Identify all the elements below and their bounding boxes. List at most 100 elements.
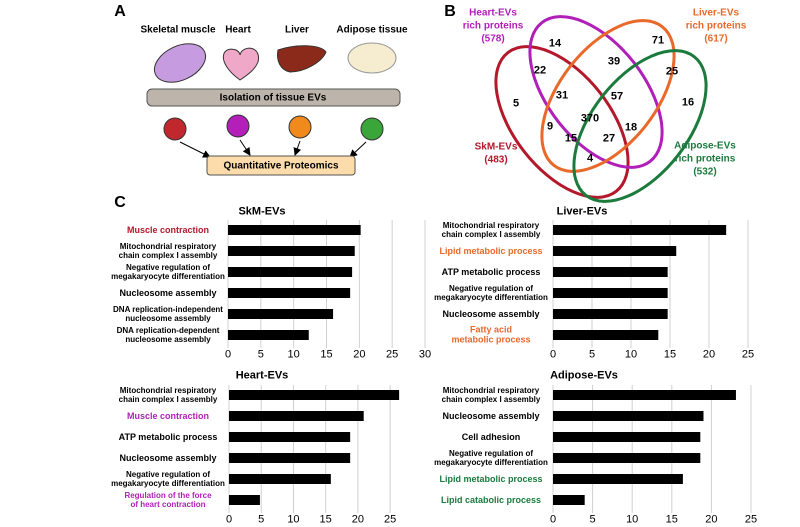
tissue-label: Liver [285, 24, 309, 36]
category-label: Fatty acid metabolic process [451, 324, 531, 345]
bar [228, 330, 309, 340]
x-tick-label: 25 [741, 348, 755, 361]
category-label: Mitochondrial respiratory chain complex … [441, 385, 541, 404]
x-tick-label: 0 [549, 513, 557, 526]
panel-label: A [114, 2, 126, 20]
ev-icon [163, 117, 187, 141]
tissue-label: Skeletal muscle [140, 24, 216, 36]
region-count: 16 [681, 96, 695, 109]
set-label: Adipose-EVs [674, 140, 736, 152]
region-count: 9 [546, 120, 554, 133]
bar [553, 495, 585, 505]
liver-icon [277, 45, 327, 73]
region-count: 370 [580, 112, 600, 125]
set-label: (532) [693, 166, 717, 178]
chart-title: Liver-EVs [556, 205, 608, 218]
x-tick-label: 15 [319, 513, 332, 526]
region-count: 31 [555, 89, 569, 102]
x-tick-label: 0 [224, 348, 232, 361]
panel-label: B [444, 2, 456, 20]
bar [228, 309, 334, 319]
region-count: 5 [512, 97, 520, 110]
bar [229, 474, 331, 484]
chart-title: Heart-EVs [235, 369, 289, 382]
x-tick-label: 15 [320, 348, 333, 361]
category-label: ATP metabolic process [441, 266, 541, 277]
venn-heart [528, 15, 664, 169]
x-tick-label: 10 [287, 348, 300, 361]
isolation-box [146, 88, 401, 107]
x-tick-label: 10 [626, 513, 639, 526]
ev-icon [288, 115, 312, 139]
chart-title: Adipose-EVs [550, 369, 618, 382]
bar [553, 267, 668, 277]
region-count: 14 [548, 37, 562, 50]
bar [553, 225, 727, 235]
x-tick-label: 0 [549, 348, 557, 361]
x-tick-label: 10 [624, 348, 638, 361]
category-label: Negative regulation of megakaryocyte dif… [111, 469, 225, 488]
x-tick-label: 25 [386, 348, 399, 361]
bar [229, 495, 260, 505]
category-label: Negative regulation of megakaryocyte dif… [434, 283, 548, 302]
category-label: DNA replication-dependent nucleosome ass… [116, 325, 220, 344]
arrow [293, 140, 302, 156]
venn-skm [494, 45, 630, 199]
category-label: Muscle contraction [126, 410, 209, 421]
x-tick-label: 5 [258, 513, 265, 526]
set-label: rich proteins [674, 153, 736, 165]
set-label: SkM-EVs [474, 141, 518, 153]
panel-label: C [114, 193, 126, 211]
bar [229, 432, 351, 442]
x-tick-label: 5 [589, 513, 596, 526]
bar [553, 453, 701, 463]
venn-adipose [572, 49, 708, 203]
set-label: (617) [704, 33, 728, 45]
category-label: Lipid metabolic process [439, 473, 543, 484]
step-label: Isolation of tissue EVs [219, 92, 327, 104]
category-label: Negative regulation of megakaryocyte dif… [434, 448, 548, 467]
category-label: Nucleosome assembly [119, 452, 217, 463]
bar [553, 246, 677, 256]
bar [228, 288, 351, 298]
bar [553, 390, 736, 400]
region-count: 39 [607, 55, 621, 68]
region-count: 15 [564, 132, 578, 145]
region-count: 18 [624, 121, 638, 134]
chart-title: SkM-EVs [238, 205, 286, 218]
region-count: 22 [533, 64, 547, 77]
bar [553, 474, 683, 484]
x-tick-label: 25 [744, 513, 758, 526]
region-count: 25 [665, 65, 679, 78]
category-label: Negative regulation of megakaryocyte dif… [111, 262, 225, 281]
arrow [349, 141, 367, 158]
category-label: Nucleosome assembly [119, 287, 217, 298]
venn-liver [540, 19, 676, 173]
ev-icon [226, 114, 250, 138]
category-label: Regulation of the force of heart contrac… [124, 490, 212, 509]
set-label: Heart-EVs [469, 7, 517, 19]
category-label: Nucleosome assembly [442, 410, 540, 421]
set-label: rich proteins [462, 20, 524, 32]
x-tick-label: 20 [353, 348, 366, 361]
x-tick-label: 10 [287, 513, 300, 526]
bar [553, 309, 668, 319]
set-label: (578) [481, 33, 505, 45]
category-label: Lipid catabolic process [440, 494, 542, 505]
bar [553, 330, 659, 340]
bar [553, 432, 701, 442]
x-tick-label: 0 [225, 513, 233, 526]
bar [229, 411, 364, 421]
arrow [179, 141, 211, 158]
step-label: Quantitative Proteomics [223, 160, 339, 172]
region-count: 4 [586, 152, 594, 165]
bar [228, 246, 355, 256]
x-tick-label: 15 [665, 513, 678, 526]
bar [229, 453, 351, 463]
bar [553, 288, 668, 298]
category-label: Mitochondrial respiratory chain complex … [118, 241, 218, 260]
category-label: ATP metabolic process [118, 431, 218, 442]
arrow [239, 139, 251, 156]
